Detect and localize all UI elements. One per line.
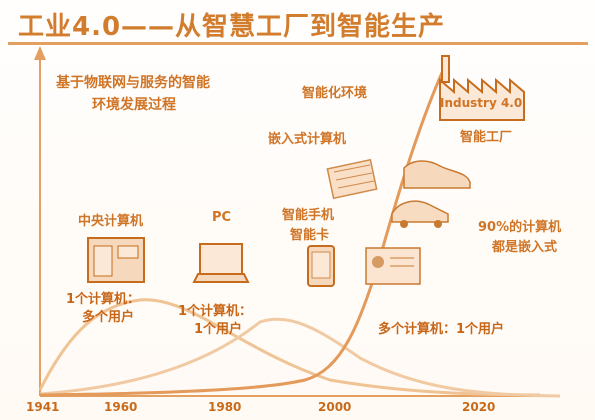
y-axis-arrow <box>34 46 46 60</box>
embedded-90-label-line2: 都是嵌入式 <box>492 240 558 255</box>
embedded-label: 嵌入式计算机 <box>268 132 347 147</box>
mainframe-icon <box>87 237 145 283</box>
smart-env-label: 智能化环境 <box>302 86 368 101</box>
id-card-icon <box>365 247 421 285</box>
embedded-90-label-line1: 90%的计算机 <box>478 220 562 235</box>
one-one-label-line2: 1个用户 <box>194 322 243 337</box>
mainframe-curve <box>38 298 541 397</box>
year-label-1980: 1980 <box>208 400 242 414</box>
pc-curve <box>39 317 561 398</box>
card-icon <box>326 158 378 200</box>
one-many-label-line1: 1个计算机： <box>66 292 141 307</box>
many-one-label: 多个计算机：1个用户 <box>378 322 505 337</box>
one-many-label-line2: 多个用户 <box>82 310 135 325</box>
iot-label-line2: 环境发展过程 <box>92 97 176 113</box>
sneaker-icon <box>403 160 471 189</box>
year-label-1941: 1941 <box>26 400 60 414</box>
smartphone-icon <box>307 245 335 287</box>
page-title: 工业4.0——从智慧工厂到智能生产 <box>18 12 446 42</box>
smart-factory-label: 智能工厂 <box>460 130 513 145</box>
pc-icon <box>192 243 250 283</box>
one-one-label-line1: 1个计算机： <box>178 304 253 319</box>
pc-label: PC <box>212 210 232 225</box>
factory-icon <box>439 55 525 121</box>
title-divider <box>8 42 588 45</box>
mainframe-label: 中央计算机 <box>78 214 144 229</box>
industry-badge: Industry 4.0 <box>440 96 523 110</box>
embedded-curve <box>39 65 447 397</box>
year-label-2020: 2020 <box>462 400 496 414</box>
year-label-2000: 2000 <box>318 400 352 414</box>
smartphone-label-line1: 智能手机 <box>282 208 335 223</box>
smartphone-label-line2: 智能卡 <box>290 228 330 243</box>
iot-label-line1: 基于物联网与服务的智能 <box>56 75 210 91</box>
year-label-1960: 1960 <box>104 400 138 414</box>
car-icon <box>391 200 449 228</box>
